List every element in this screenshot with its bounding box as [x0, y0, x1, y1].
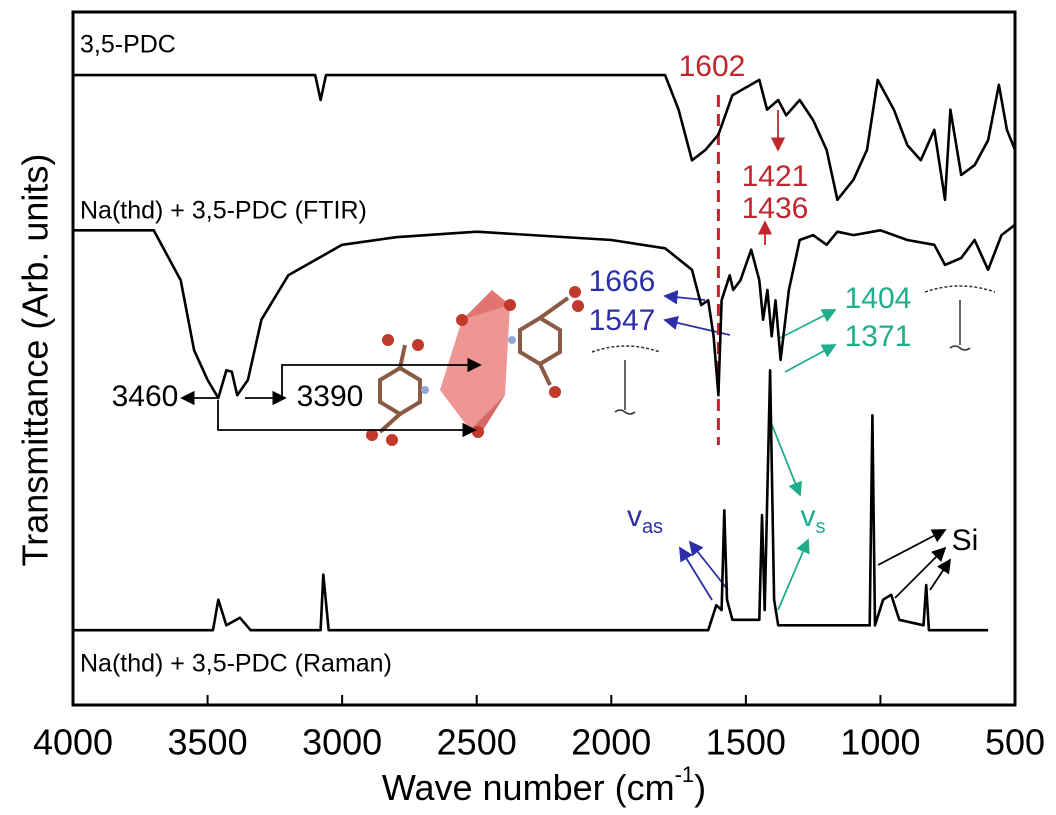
- annotation-text: 1421: [742, 160, 809, 193]
- x-tick-label: 1500: [706, 722, 786, 763]
- annotation-text: 1602: [679, 50, 746, 83]
- spectrum-line: [73, 369, 989, 632]
- peak-annotation: vas: [627, 500, 663, 538]
- carboxylate-icons: [591, 285, 996, 415]
- peak-annotation: 1421: [742, 160, 809, 193]
- plot-frame: [71, 10, 1017, 707]
- peak-annotation: 1602: [679, 50, 746, 83]
- y-axis-label: Transmittance (Arb. units): [15, 154, 56, 567]
- annotation-text: v: [801, 500, 816, 533]
- curve-label: 3,5-PDC: [80, 31, 176, 59]
- x-tick-label: 4000: [33, 722, 113, 763]
- x-axis-label-text: Wave number (cm: [382, 767, 675, 808]
- arrows: [180, 110, 951, 611]
- annotation-text: 3460: [112, 380, 179, 413]
- x-tick-label: 500: [985, 722, 1045, 763]
- spectrum-line: [73, 73, 1017, 202]
- annotation-text: 1666: [589, 265, 656, 298]
- x-tick-label: 2000: [571, 722, 651, 763]
- peak-annotation: 1666: [589, 265, 656, 298]
- x-tick-label: 2500: [437, 722, 517, 763]
- x-tick-label: 1000: [840, 722, 920, 763]
- peak-annotation: Si: [952, 524, 979, 557]
- annotation-text: 3390: [297, 380, 364, 413]
- peak-annotation: 3390: [297, 380, 364, 413]
- peak-annotation: vs: [801, 500, 826, 538]
- x-tick-label: 3500: [168, 722, 248, 763]
- annotation-sub: as: [642, 516, 663, 538]
- annotation-text: 1436: [742, 192, 809, 225]
- x-axis-label-after: ): [694, 767, 706, 808]
- annotation-text: v: [627, 500, 642, 533]
- peak-annotation: 1371: [845, 320, 912, 353]
- spectrum-line: [73, 223, 1016, 400]
- x-axis-label-sup: -1: [675, 762, 695, 787]
- curve-label: Na(thd) + 3,5-PDC (FTIR): [80, 197, 367, 225]
- x-tick-label: 3000: [302, 722, 382, 763]
- annotation-sub: s: [816, 516, 826, 538]
- x-axis-label: Wave number (cm-1): [382, 762, 706, 808]
- molecule-inset: [366, 286, 584, 446]
- peak-annotation: 1436: [742, 192, 809, 225]
- peak-annotation: 1404: [845, 282, 912, 315]
- annotation-text: 1547: [589, 304, 656, 337]
- annotation-text: 1371: [845, 320, 912, 353]
- annotation-text: 1404: [845, 282, 912, 315]
- peak-annotation: 3460: [112, 380, 179, 413]
- peak-annotation: 1547: [589, 304, 656, 337]
- annotation-text: Si: [952, 524, 979, 557]
- curve-label: Na(thd) + 3,5-PDC (Raman): [80, 650, 392, 678]
